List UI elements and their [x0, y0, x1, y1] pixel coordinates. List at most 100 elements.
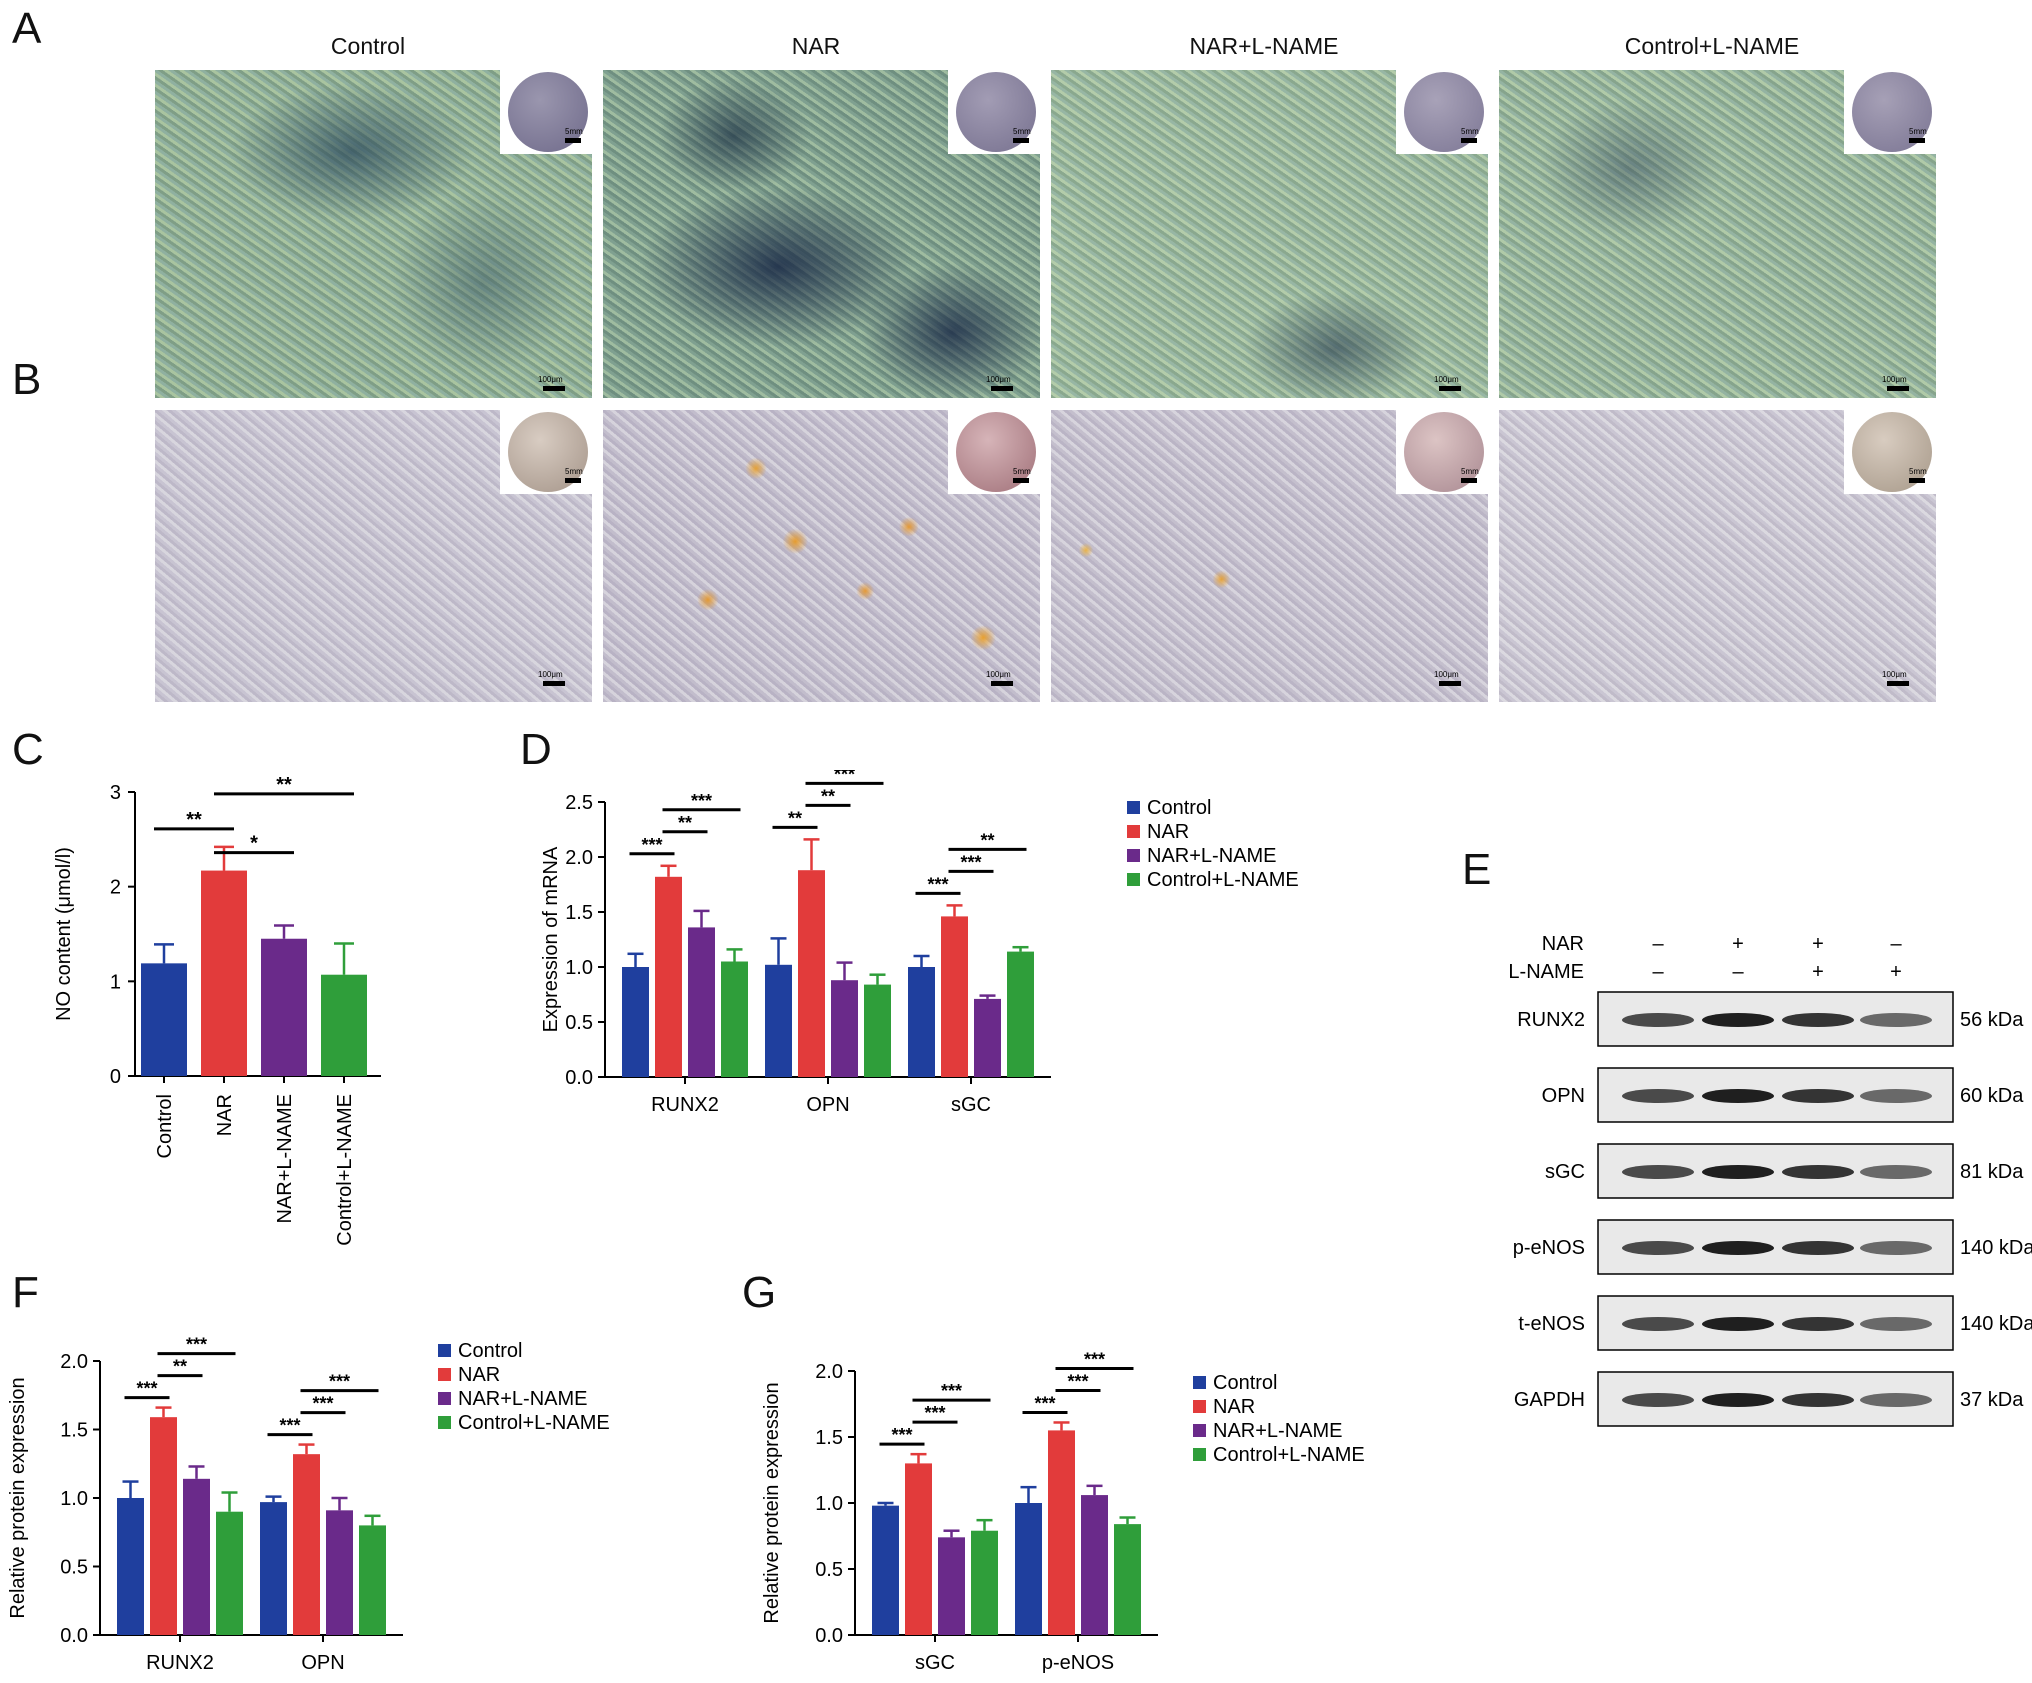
- legend-swatch: [1193, 1448, 1206, 1461]
- significance-label: **: [788, 808, 802, 828]
- scale-bar-inset: [1461, 478, 1477, 483]
- significance-label: **: [173, 1357, 187, 1377]
- scale-bar-main: [1439, 681, 1461, 686]
- significance-label: **: [980, 830, 994, 850]
- scale-bar-inset: [1909, 478, 1925, 483]
- treatment-mark: –: [1732, 961, 1744, 983]
- protein-band: [1782, 1165, 1854, 1179]
- legend-label: NAR: [1147, 821, 1189, 843]
- bar: [150, 1417, 177, 1635]
- protein-band: [1782, 1393, 1854, 1407]
- scale-bar-main: [1887, 681, 1909, 686]
- bar: [864, 984, 891, 1077]
- y-axis-label: Relative protein expression: [761, 1382, 783, 1623]
- protein-band: [1860, 1317, 1932, 1331]
- legend-label: Control+L-NAME: [1213, 1444, 1365, 1466]
- panel-label-f: F: [12, 1268, 39, 1317]
- x-tick-label: NAR: [214, 1094, 236, 1136]
- band-size-label: 140 kDa: [1960, 1237, 2032, 1259]
- scale-bar-inset: [1461, 138, 1477, 143]
- treatment-mark: –: [1652, 933, 1664, 955]
- significance-label: ***: [927, 874, 948, 894]
- treatment-mark: +: [1812, 961, 1824, 983]
- legend-label: NAR+L-NAME: [1147, 845, 1276, 867]
- bar: [905, 1463, 932, 1635]
- bar: [655, 876, 682, 1077]
- significance-label: ***: [312, 1394, 333, 1414]
- bar: [831, 980, 858, 1077]
- bar: [938, 1537, 965, 1635]
- y-tick-label: 1.0: [565, 957, 593, 979]
- protein-band: [1860, 1241, 1932, 1255]
- x-tick-label: sGC: [915, 1652, 955, 1674]
- bar: [798, 870, 825, 1077]
- bar: [1015, 1503, 1042, 1635]
- scale-label-main: 100μm: [538, 375, 563, 384]
- western-blot: NAR – + + – L-NAME – – + + RUNX2 56 kDa OPN 60 kDa sGC…: [1508, 933, 2032, 1427]
- bar: [293, 1454, 320, 1635]
- protein-band: [1702, 1089, 1774, 1103]
- y-tick-label: 2.5: [565, 792, 593, 814]
- significance-label: ***: [960, 852, 981, 872]
- bar: [359, 1525, 386, 1635]
- significance-label: ***: [1034, 1393, 1055, 1413]
- bar: [908, 967, 935, 1077]
- y-tick-label: 0.5: [815, 1559, 843, 1581]
- legend-label: NAR+L-NAME: [458, 1388, 587, 1410]
- scale-bar-inset: [1013, 478, 1029, 483]
- y-tick-label: 2.0: [815, 1361, 843, 1383]
- panel-label-e: E: [1462, 845, 1492, 894]
- y-axis-label: Expression of mRNA: [540, 846, 562, 1032]
- scale-label-main: 100μm: [1882, 670, 1907, 679]
- y-tick-label: 1.5: [565, 902, 593, 924]
- panel-label-c: C: [12, 725, 44, 774]
- x-tick-label: Control: [154, 1094, 176, 1158]
- scale-label-inset: 5mm: [1461, 467, 1479, 476]
- significance-label: **: [821, 786, 835, 806]
- bar: [688, 927, 715, 1077]
- significance-label: *: [250, 833, 258, 855]
- y-tick-label: 1.0: [60, 1488, 88, 1510]
- scale-bar-main: [991, 386, 1013, 391]
- treatment-mark: +: [1890, 961, 1902, 983]
- significance-label: ***: [329, 1372, 350, 1392]
- treatment-mark: –: [1652, 961, 1664, 983]
- legend-swatch: [1127, 873, 1140, 886]
- protein-band: [1860, 1393, 1932, 1407]
- treatment-mark: +: [1812, 933, 1824, 955]
- band-size-label: 81 kDa: [1960, 1161, 2024, 1183]
- protein-band: [1622, 1013, 1694, 1027]
- col-title-nar-lname: NAR+L-NAME: [1189, 33, 1339, 59]
- scale-bar-inset: [1013, 138, 1029, 143]
- protein-band: [1622, 1393, 1694, 1407]
- legend-swatch: [438, 1416, 451, 1429]
- band-size-label: 37 kDa: [1960, 1389, 2024, 1411]
- legend-label: NAR+L-NAME: [1213, 1420, 1342, 1442]
- band-label: p-eNOS: [1513, 1237, 1585, 1259]
- band-size-label: 56 kDa: [1960, 1009, 2024, 1031]
- protein-band: [1702, 1013, 1774, 1027]
- scale-bar-main: [1887, 386, 1909, 391]
- significance-label: ***: [691, 791, 712, 811]
- bar: [321, 974, 367, 1076]
- protein-band: [1782, 1013, 1854, 1027]
- bar: [622, 967, 649, 1077]
- bar: [261, 938, 307, 1076]
- scale-bar-main: [991, 681, 1013, 686]
- chart-protein-runx2-opn: 0.0 0.5 1.0 1.5 2.0 Relative protein expressi…: [7, 1335, 610, 1674]
- scale-bar-main: [543, 681, 565, 686]
- legend-swatch: [1127, 849, 1140, 862]
- significance-label: ***: [1067, 1371, 1088, 1391]
- bar: [216, 1511, 243, 1635]
- bar: [260, 1502, 287, 1635]
- band-label: RUNX2: [1517, 1009, 1585, 1031]
- chart-protein-sgc-peNOS: 0.0 0.5 1.0 1.5 2.0 Relative protein expressi…: [761, 1349, 1365, 1674]
- treatment-label: L-NAME: [1508, 961, 1584, 983]
- significance-label: ***: [186, 1335, 207, 1355]
- x-tick-label: RUNX2: [651, 1094, 719, 1116]
- bar: [1007, 951, 1034, 1077]
- protein-band: [1860, 1089, 1932, 1103]
- x-tick-label: RUNX2: [146, 1652, 214, 1674]
- bar: [941, 916, 968, 1077]
- chart-no-content: 0 1 2 3 NO content (μmol/l) Control NAR NAR+L-N…: [53, 774, 381, 1246]
